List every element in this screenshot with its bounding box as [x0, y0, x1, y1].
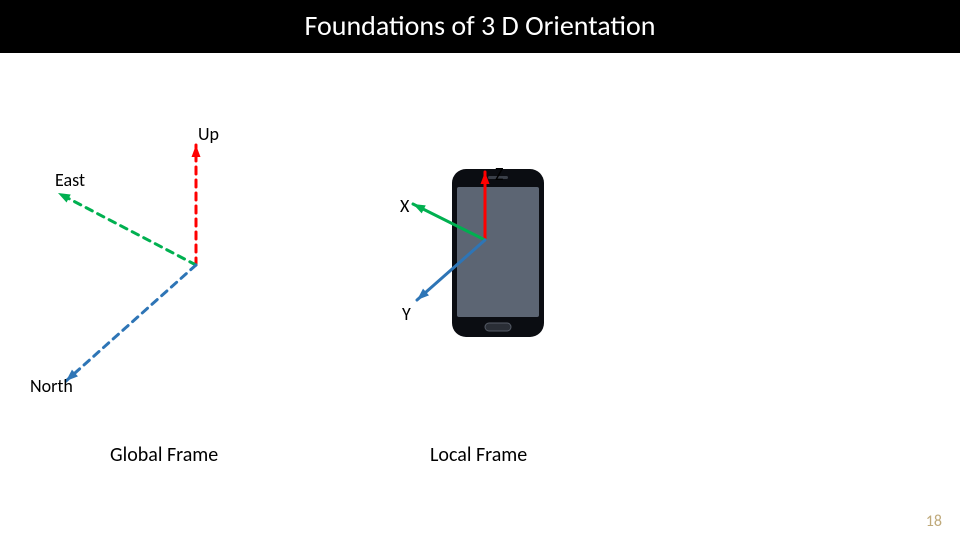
global-frame-label: Global Frame [110, 443, 218, 467]
slide-title: Foundations of 3 D Orientation [0, 8, 960, 43]
axis-label-up: Up [198, 123, 219, 145]
axis-label-y: Y [402, 303, 411, 325]
title-bar: Foundations of 3 D Orientation [0, 0, 960, 53]
slide-canvas: Up East North Z X Y Global Frame Local F… [0, 53, 960, 540]
axis-label-x: X [400, 195, 409, 217]
page-number: 18 [926, 512, 942, 531]
local-frame-label: Local Frame [430, 443, 527, 467]
axis-label-north: North [30, 375, 73, 397]
axis-label-east: East [55, 169, 85, 191]
axis-label-z: Z [495, 163, 503, 185]
